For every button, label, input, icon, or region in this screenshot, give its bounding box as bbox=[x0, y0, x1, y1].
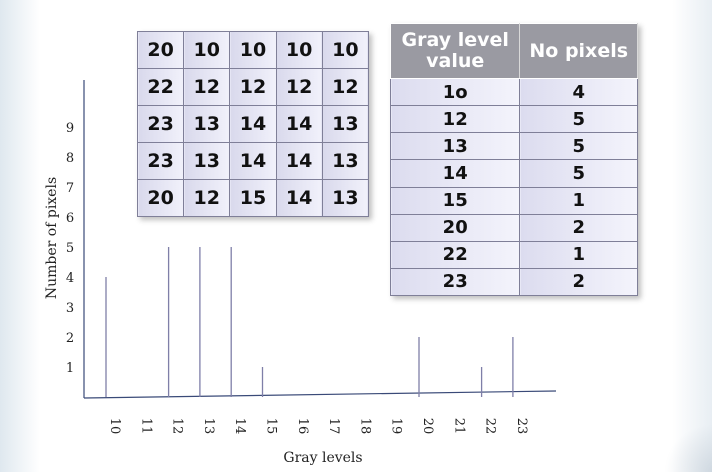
x-tick-label: 17 bbox=[326, 418, 341, 435]
gray-level-cell: 22 bbox=[389, 240, 521, 269]
matrix-cell: 20 bbox=[136, 179, 185, 217]
y-tick-label: 7 bbox=[66, 181, 74, 196]
matrix-cell: 14 bbox=[275, 105, 323, 143]
matrix-cell: 10 bbox=[275, 31, 323, 69]
histogram-table-row: 23 2 bbox=[389, 267, 638, 297]
y-axis-label: Number of pixels bbox=[44, 177, 60, 299]
matrix-row: 20 12 15 14 13 bbox=[136, 179, 370, 217]
histogram-table-row: 20 2 bbox=[389, 213, 638, 242]
matrix-row: 22 12 12 12 12 bbox=[136, 68, 370, 106]
matrix-cell: 20 bbox=[136, 31, 185, 69]
histogram-table-row: 15 1 bbox=[389, 186, 638, 215]
matrix-cell: 14 bbox=[275, 142, 323, 180]
pixel-count-cell: 5 bbox=[519, 132, 638, 161]
bars bbox=[105, 247, 514, 397]
x-tick-label: 16 bbox=[295, 418, 310, 435]
pixel-count-cell: 2 bbox=[519, 213, 638, 242]
matrix-cell: 12 bbox=[275, 68, 323, 106]
gray-level-cell: 15 bbox=[389, 186, 521, 215]
histogram-table-row: 14 5 bbox=[389, 159, 638, 188]
matrix-cell: 13 bbox=[183, 142, 231, 180]
pixel-count-cell: 1 bbox=[519, 186, 638, 215]
pixel-count-cell: 5 bbox=[519, 159, 638, 188]
x-tick-label: 19 bbox=[389, 418, 404, 435]
pixel-matrix: 20 10 10 10 10 22 12 12 12 12 23 13 14 14 13 23 13 14 14 13… bbox=[136, 31, 370, 217]
x-tick-label: 13 bbox=[201, 418, 216, 435]
y-tick-label: 4 bbox=[66, 271, 74, 286]
pixel-count-cell: 5 bbox=[519, 105, 638, 134]
matrix-row: 23 13 14 14 13 bbox=[136, 105, 370, 143]
matrix-cell: 22 bbox=[136, 68, 185, 106]
x-tick-label: 18 bbox=[357, 418, 372, 435]
header-no-pixels: No pixels bbox=[519, 23, 638, 79]
pixel-count-cell: 1 bbox=[519, 240, 638, 269]
histogram-table-row: 22 1 bbox=[389, 240, 638, 269]
matrix-cell: 12 bbox=[183, 179, 231, 217]
matrix-cell: 15 bbox=[229, 179, 277, 217]
x-tick-label: 22 bbox=[483, 418, 498, 435]
corner-shadow bbox=[664, 424, 712, 472]
gray-level-cell: 13 bbox=[389, 132, 521, 161]
matrix-cell: 14 bbox=[229, 142, 277, 180]
x-axis-line bbox=[83, 390, 557, 399]
matrix-cell: 14 bbox=[275, 179, 323, 217]
gray-level-cell: 20 bbox=[389, 213, 521, 242]
x-tick-label: 12 bbox=[170, 418, 185, 435]
y-tick-labels: 1 2 3 4 5 6 7 8 9 bbox=[66, 121, 74, 376]
matrix-cell: 14 bbox=[229, 105, 277, 143]
histogram-table-row: 12 5 bbox=[389, 105, 638, 134]
y-tick-label: 2 bbox=[66, 331, 74, 346]
matrix-cell: 10 bbox=[183, 31, 231, 69]
matrix-cell: 23 bbox=[136, 142, 185, 180]
matrix-cell: 12 bbox=[183, 68, 231, 106]
x-tick-label: 14 bbox=[232, 418, 247, 435]
matrix-row: 20 10 10 10 10 bbox=[136, 31, 370, 69]
matrix-cell: 23 bbox=[136, 105, 185, 143]
gray-level-cell: 12 bbox=[389, 105, 521, 134]
matrix-cell: 13 bbox=[183, 105, 231, 143]
axes bbox=[83, 80, 557, 399]
gray-level-cell: 14 bbox=[389, 159, 521, 188]
x-tick-label: 10 bbox=[107, 418, 122, 435]
matrix-cell: 12 bbox=[321, 68, 370, 106]
x-tick-label: 15 bbox=[264, 418, 279, 435]
pixel-count-cell: 2 bbox=[519, 267, 638, 297]
matrix-cell: 10 bbox=[321, 31, 370, 69]
matrix-cell: 10 bbox=[229, 31, 277, 69]
matrix-cell: 12 bbox=[229, 68, 277, 106]
matrix-cell: 13 bbox=[321, 105, 370, 143]
header-gray-level: Gray level value bbox=[389, 23, 521, 79]
histogram-table-row: 13 5 bbox=[389, 132, 638, 161]
x-tick-label: 23 bbox=[514, 418, 529, 435]
matrix-cell: 13 bbox=[321, 179, 370, 217]
y-tick-label: 8 bbox=[66, 151, 74, 166]
y-tick-label: 3 bbox=[66, 301, 74, 316]
histogram-table: Gray level value No pixels 1o 4 12 5 13 5 14 5 1… bbox=[389, 23, 638, 297]
gray-level-cell: 23 bbox=[389, 267, 521, 297]
matrix-row: 23 13 14 14 13 bbox=[136, 142, 370, 180]
gray-level-cell: 1o bbox=[389, 77, 521, 107]
y-tick-label: 6 bbox=[66, 211, 74, 226]
y-tick-label: 1 bbox=[66, 361, 74, 376]
x-axis-label: Gray levels bbox=[283, 450, 362, 466]
histogram-table-header-row: Gray level value No pixels bbox=[389, 23, 638, 79]
x-tick-label: 21 bbox=[451, 418, 466, 435]
pixel-count-cell: 4 bbox=[519, 77, 638, 107]
x-tick-labels: 10 11 12 13 14 15 16 17 18 19 20 21 22 23 bbox=[107, 418, 529, 435]
x-tick-label: 11 bbox=[138, 418, 153, 435]
y-tick-label: 5 bbox=[66, 241, 74, 256]
x-tick-label: 20 bbox=[420, 418, 435, 435]
matrix-cell: 13 bbox=[321, 142, 370, 180]
y-tick-label: 9 bbox=[66, 121, 74, 136]
histogram-table-row: 1o 4 bbox=[389, 77, 638, 107]
